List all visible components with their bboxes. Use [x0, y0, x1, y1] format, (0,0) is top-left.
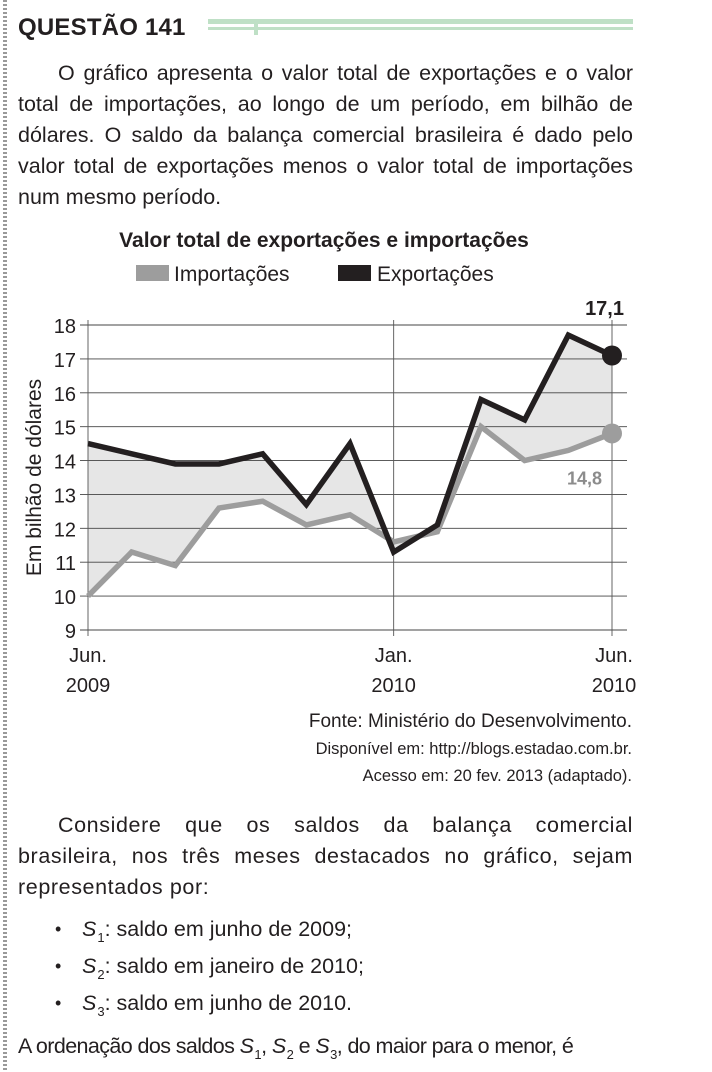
final-var-2: S	[271, 1034, 286, 1058]
legend-swatch-importacoes	[136, 265, 169, 281]
series-line-importacoes	[86, 422, 613, 599]
chart-title: Valor total de exportações e importações	[119, 229, 529, 252]
left-margin-rule	[3, 0, 7, 1072]
saldo-sub: 3	[97, 1004, 105, 1019]
final-sub-3: 3	[330, 1047, 337, 1062]
area-between-series	[88, 335, 612, 597]
saldo-text: : saldo em junho de 2010.	[104, 991, 353, 1015]
saldo-var: S	[82, 954, 97, 978]
legend-label-exportacoes: Exportações	[377, 263, 494, 286]
final-sub-2: 2	[286, 1047, 294, 1062]
x-tick-label-year: 2009	[66, 675, 111, 697]
saldo-sub: 2	[97, 967, 105, 982]
y-tick-label: 15	[54, 418, 76, 440]
y-tick-label: 11	[55, 553, 76, 575]
final-text-2: , do maior para o menor, é	[336, 1034, 574, 1058]
annotation-exportacoes: 17,1	[585, 298, 624, 320]
final-question: A ordenação dos saldos S1, S2 e S3, do m…	[18, 1031, 638, 1064]
y-tick-label: 9	[65, 621, 76, 643]
y-tick-label: 12	[54, 519, 76, 541]
saldo-var: S	[82, 917, 97, 941]
source-line-2: Disponível em: http://blogs.estadao.com.…	[315, 740, 632, 758]
final-var-1: S	[239, 1034, 254, 1058]
y-tick-label: 10	[54, 587, 76, 609]
final-text-1: A ordenação dos saldos	[18, 1034, 240, 1058]
final-sep-2: e	[293, 1034, 316, 1058]
marker-exportacoes-jun-2010	[602, 345, 622, 366]
x-tick-label-year: 2010	[371, 675, 416, 697]
source-line-3: Acesso em: 20 fev. 2013 (adaptado).	[362, 767, 632, 785]
header-bar-top	[208, 19, 633, 24]
list-item: S3: saldo em junho de 2010.	[55, 986, 364, 1023]
trade-chart: Valor total de exportações e importações…	[23, 229, 637, 697]
x-tick-label-month: Jun.	[595, 645, 633, 667]
final-sub-1: 1	[254, 1047, 262, 1062]
x-tick-label-month: Jan.	[375, 645, 413, 667]
annotation-importacoes: 14,8	[567, 468, 602, 488]
y-tick-label: 14	[54, 452, 76, 474]
chart-source: Fonte: Ministério do Desenvolvimento. Di…	[309, 708, 632, 790]
saldo-sub: 1	[97, 930, 105, 945]
y-axis-label: Em bilhão de dólares	[23, 379, 46, 576]
list-item: S1: saldo em junho de 2009;	[55, 912, 364, 949]
x-tick-label-year: 2010	[592, 675, 637, 697]
saldo-var: S	[82, 991, 97, 1015]
question-header: QUESTÃO 141	[18, 13, 633, 43]
header-bar-tick	[254, 19, 258, 35]
final-sep-1: ,	[261, 1034, 272, 1058]
source-line-1: Fonte: Ministério do Desenvolvimento.	[308, 711, 632, 732]
legend-swatch-exportacoes	[338, 265, 371, 281]
y-tick-label: 13	[54, 485, 76, 507]
question-title: QUESTÃO 141	[18, 14, 186, 41]
consider-paragraph: Considere que os saldos da balança comer…	[18, 813, 633, 899]
saldo-text: : saldo em junho de 2009;	[104, 917, 353, 941]
saldo-text: : saldo em janeiro de 2010;	[104, 954, 364, 978]
y-tick-label: 17	[54, 350, 76, 372]
y-tick-label: 16	[54, 384, 76, 406]
intro-paragraph: O gráfico apresenta o valor total de exp…	[18, 61, 633, 209]
y-tick-label: 18	[54, 316, 76, 338]
legend-label-importacoes: Importações	[174, 263, 290, 286]
x-tick-label-month: Jun.	[69, 645, 107, 667]
list-item: S2: saldo em janeiro de 2010;	[55, 949, 364, 986]
series-line-exportacoes	[87, 331, 614, 557]
header-bar-bottom	[208, 27, 633, 30]
saldo-list: S1: saldo em junho de 2009; S2: saldo em…	[55, 912, 364, 1023]
marker-importacoes-jun-2010	[602, 423, 622, 444]
final-var-3: S	[315, 1034, 330, 1058]
